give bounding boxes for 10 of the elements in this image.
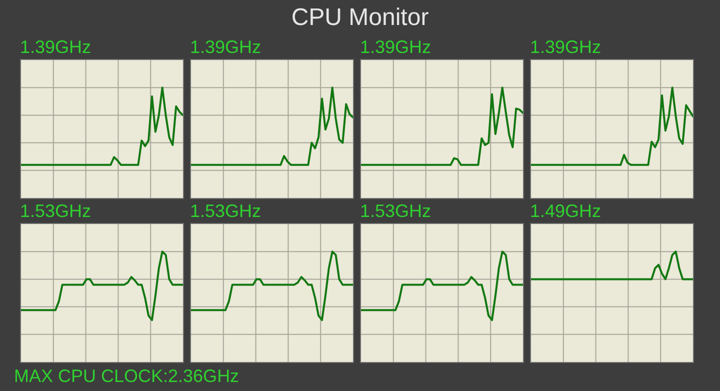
text: CPU Monitor bbox=[290, 4, 430, 32]
chart-title: 1.39GHz bbox=[20, 36, 92, 59]
text: MAX CPU CLOCK:2.36GHz bbox=[14, 366, 240, 387]
chart-title: 1.39GHz bbox=[360, 36, 432, 59]
chart-title: 1.53GHz bbox=[360, 200, 432, 223]
chart-title: 1.53GHz bbox=[190, 200, 262, 223]
chart-title: 1.49GHz bbox=[530, 200, 602, 223]
chart-title: 1.39GHz bbox=[190, 36, 262, 59]
chart-title: 1.39GHz bbox=[530, 36, 602, 59]
chart-title: 1.53GHz bbox=[20, 200, 92, 223]
